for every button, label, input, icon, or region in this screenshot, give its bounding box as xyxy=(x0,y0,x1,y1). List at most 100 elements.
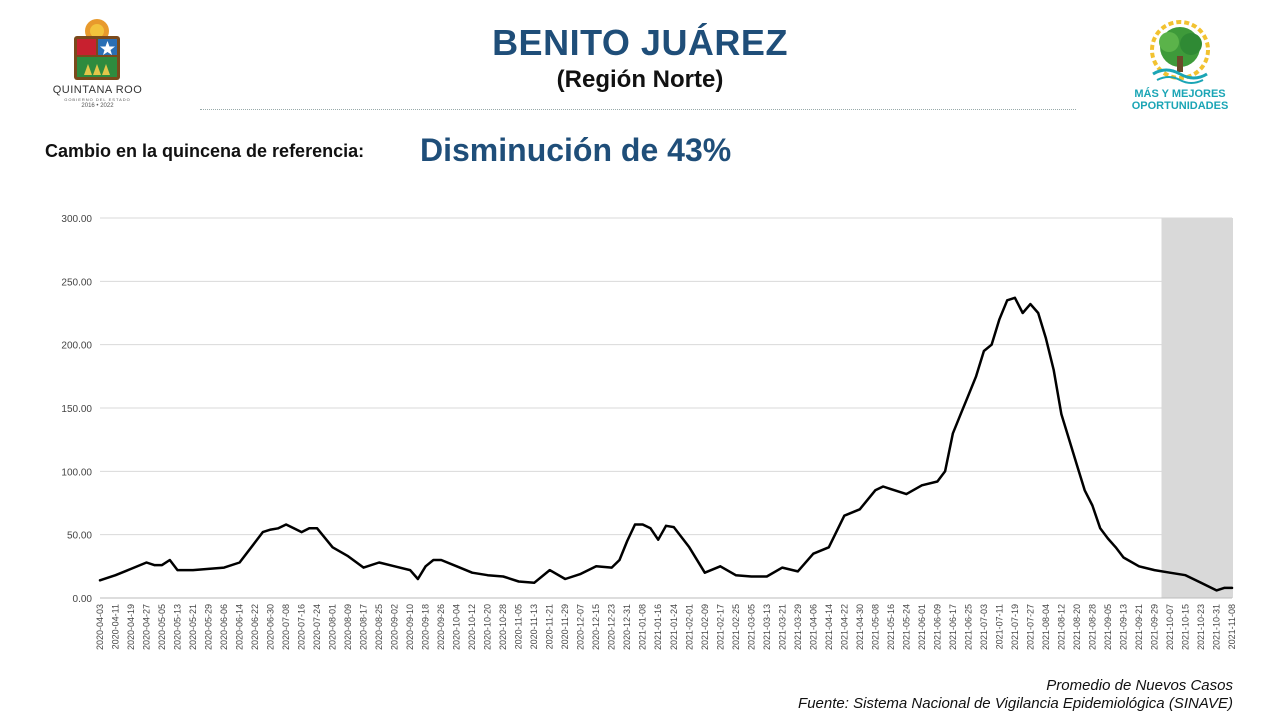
quintana-roo-logo: QUINTANA ROO GOBIERNO DEL ESTADO 2016 • … xyxy=(40,18,160,114)
data-point xyxy=(517,580,520,583)
x-tick-label: 2021-07-19 xyxy=(1010,604,1020,650)
x-tick-label: 2020-10-20 xyxy=(483,604,493,650)
data-point xyxy=(1114,546,1117,549)
data-point xyxy=(1200,581,1202,584)
data-point xyxy=(1091,504,1094,507)
x-tick-label: 2020-04-19 xyxy=(126,604,136,650)
data-point xyxy=(1099,527,1102,530)
data-point xyxy=(765,575,768,578)
x-tick-label: 2020-05-21 xyxy=(188,604,198,650)
x-tick-label: 2020-05-13 xyxy=(173,604,183,650)
x-tick-label: 2020-08-25 xyxy=(374,604,384,650)
x-tick-label: 2021-05-24 xyxy=(901,604,911,650)
data-point xyxy=(665,524,667,527)
x-tick-label: 2021-07-27 xyxy=(1025,604,1035,650)
data-point xyxy=(192,569,194,572)
page-subtitle: (Región Norte) xyxy=(556,66,724,93)
x-tick-label: 2020-11-21 xyxy=(545,604,555,649)
logo-years: 2016 • 2022 xyxy=(81,103,114,109)
data-point xyxy=(905,493,908,496)
data-point xyxy=(153,564,156,567)
data-point xyxy=(502,575,505,578)
data-point xyxy=(610,566,613,569)
data-point xyxy=(812,552,815,555)
data-point xyxy=(455,565,458,568)
data-point xyxy=(130,567,132,570)
x-tick-label: 2021-09-05 xyxy=(1103,604,1113,650)
x-tick-label: 2021-02-17 xyxy=(715,604,725,650)
x-tick-label: 2021-10-07 xyxy=(1165,604,1175,650)
data-point xyxy=(889,488,892,491)
data-point xyxy=(734,574,737,577)
data-point xyxy=(595,565,598,568)
data-point xyxy=(998,318,1001,321)
x-tick-label: 2020-10-28 xyxy=(498,604,508,650)
x-tick-label: 2021-03-05 xyxy=(746,604,756,650)
data-point xyxy=(874,489,877,492)
x-tick-label: 2021-06-25 xyxy=(963,604,973,650)
x-tick-label: 2021-07-11 xyxy=(994,604,1004,649)
x-tick-label: 2021-04-06 xyxy=(808,604,818,650)
cases-line-chart: 0.00 50.00 100.00 150.00 200.00 250.00 300.00 2… xyxy=(61,214,1237,650)
x-tick-label: 2021-08-04 xyxy=(1041,604,1051,650)
data-point xyxy=(223,566,226,569)
data-point xyxy=(1037,312,1040,314)
x-tick-label: 2021-10-31 xyxy=(1211,604,1221,650)
data-point xyxy=(703,571,706,574)
data-point xyxy=(657,538,660,541)
x-tick-label: 2021-04-14 xyxy=(824,604,834,650)
x-tick-label: 2020-09-10 xyxy=(405,604,415,650)
data-point xyxy=(951,432,954,435)
data-point xyxy=(114,574,117,577)
data-point xyxy=(688,546,691,549)
data-point xyxy=(238,561,241,564)
y-tick-label: 300.00 xyxy=(61,214,92,225)
data-point xyxy=(393,565,396,568)
data-point xyxy=(1153,569,1156,572)
x-tick-label: 2020-05-05 xyxy=(157,604,167,650)
data-point xyxy=(176,569,179,572)
header-divider xyxy=(200,109,1076,110)
x-tick-label: 2020-11-13 xyxy=(529,604,539,649)
logo-line-1: MÁS Y MEJORES xyxy=(1134,88,1226,100)
x-tick-label: 2020-12-31 xyxy=(622,604,632,650)
data-point xyxy=(1075,464,1078,466)
x-tick-label: 2020-06-06 xyxy=(219,604,229,650)
y-tick-label: 150.00 xyxy=(61,404,92,415)
source-note: Fuente: Sistema Nacional de Vigilancia E… xyxy=(798,695,1233,712)
data-point xyxy=(982,350,985,352)
x-tick-label: 2021-05-16 xyxy=(886,604,896,650)
data-point xyxy=(641,523,644,526)
x-tick-label: 2020-06-14 xyxy=(235,604,245,650)
data-point xyxy=(1006,299,1009,302)
data-point xyxy=(1083,489,1086,492)
data-point xyxy=(424,565,427,568)
x-tick-label: 2020-12-15 xyxy=(591,604,601,650)
data-point xyxy=(936,480,939,483)
x-tick-label: 2021-02-09 xyxy=(700,604,710,650)
data-point xyxy=(277,527,280,530)
data-point xyxy=(843,514,846,517)
data-point xyxy=(1068,438,1071,441)
data-point xyxy=(207,567,210,570)
x-tick-label: 2020-07-16 xyxy=(297,604,307,650)
data-point xyxy=(1021,312,1024,314)
data-point xyxy=(548,569,551,572)
data-point xyxy=(1060,413,1063,416)
x-tick-label: 2021-04-30 xyxy=(855,604,865,650)
oportunidades-logo: MÁS Y MEJORES OPORTUNIDADES xyxy=(1125,20,1235,115)
x-tick-label: 2020-09-18 xyxy=(421,604,431,650)
data-point xyxy=(750,575,753,578)
x-tick-label: 2021-01-08 xyxy=(638,604,648,650)
data-point xyxy=(292,527,295,530)
data-point xyxy=(300,531,303,534)
x-tick-label: 2020-07-08 xyxy=(281,604,291,650)
x-tick-label: 2020-10-04 xyxy=(452,604,462,650)
x-tick-label: 2021-09-21 xyxy=(1134,604,1144,650)
x-tick-label: 2021-03-21 xyxy=(777,604,787,650)
y-tick-label: 0.00 xyxy=(73,594,93,605)
x-tick-label: 2020-04-27 xyxy=(142,604,152,650)
tree-icon xyxy=(1150,20,1210,84)
data-point xyxy=(920,484,923,487)
data-point xyxy=(432,559,435,561)
